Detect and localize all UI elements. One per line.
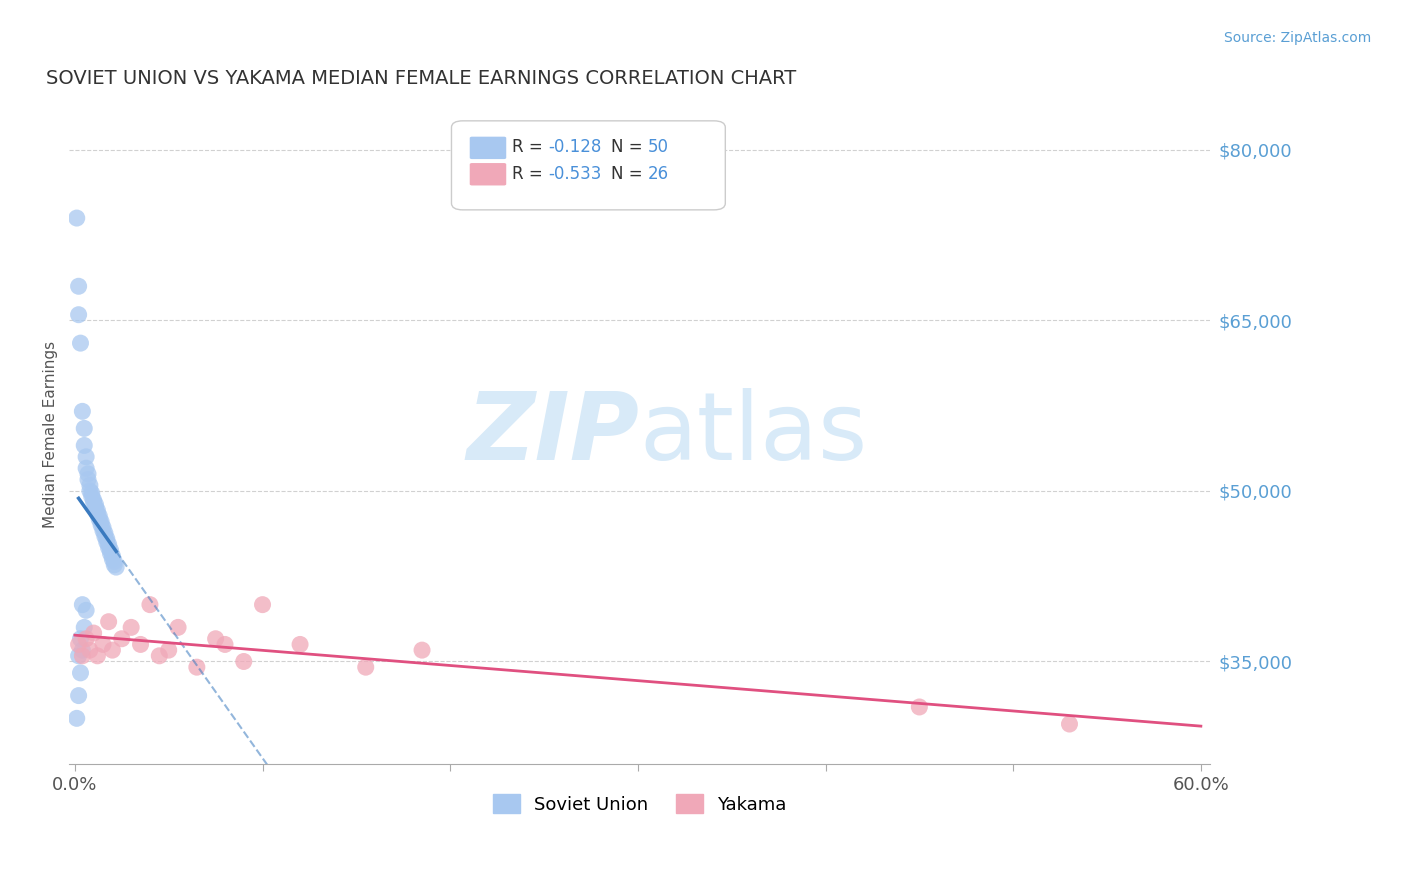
FancyBboxPatch shape	[470, 136, 506, 159]
Point	[75, 603, 97, 617]
Point	[75, 450, 97, 464]
Point	[72, 648, 94, 663]
Point	[411, 643, 433, 657]
Point	[94, 529, 117, 543]
Text: atlas: atlas	[640, 388, 868, 480]
Point	[157, 643, 180, 657]
Point	[83, 626, 105, 640]
Point	[72, 643, 94, 657]
Point	[103, 554, 125, 568]
Point	[67, 637, 90, 651]
Point	[77, 467, 100, 481]
Point	[69, 632, 91, 646]
Text: -0.128: -0.128	[548, 138, 602, 156]
Point	[83, 495, 105, 509]
Point	[67, 279, 90, 293]
Point	[100, 546, 122, 560]
Point	[83, 493, 105, 508]
Point	[91, 524, 114, 538]
Point	[72, 598, 94, 612]
Point	[86, 507, 108, 521]
Point	[354, 660, 377, 674]
Text: SOVIET UNION VS YAKAMA MEDIAN FEMALE EARNINGS CORRELATION CHART: SOVIET UNION VS YAKAMA MEDIAN FEMALE EAR…	[46, 69, 797, 87]
Point	[67, 689, 90, 703]
Point	[252, 598, 274, 612]
Point	[96, 535, 118, 549]
Point	[204, 632, 226, 646]
Point	[111, 632, 134, 646]
Point	[91, 637, 114, 651]
Point	[79, 478, 101, 492]
Point	[89, 508, 111, 523]
Point	[105, 560, 128, 574]
Point	[75, 632, 97, 646]
Legend: Soviet Union, Yakama: Soviet Union, Yakama	[485, 787, 794, 821]
Point	[167, 620, 190, 634]
Point	[73, 438, 96, 452]
Point	[75, 461, 97, 475]
FancyBboxPatch shape	[470, 163, 506, 186]
Point	[97, 541, 120, 555]
Point	[79, 483, 101, 498]
Text: ZIP: ZIP	[467, 388, 640, 480]
Point	[69, 665, 91, 680]
Point	[72, 404, 94, 418]
Point	[103, 558, 125, 572]
Point	[186, 660, 208, 674]
Point	[80, 486, 103, 500]
Point	[96, 532, 118, 546]
Y-axis label: Median Female Earnings: Median Female Earnings	[44, 341, 58, 528]
Point	[66, 711, 89, 725]
Text: Source: ZipAtlas.com: Source: ZipAtlas.com	[1223, 31, 1371, 45]
Text: N =: N =	[612, 165, 648, 183]
Point	[101, 552, 124, 566]
Point	[66, 211, 89, 225]
Point	[69, 336, 91, 351]
Point	[89, 512, 111, 526]
Point	[73, 421, 96, 435]
Text: R =: R =	[512, 138, 548, 156]
Point	[100, 543, 122, 558]
Point	[139, 598, 162, 612]
Text: N =: N =	[612, 138, 648, 156]
Point	[79, 643, 101, 657]
Point	[80, 490, 103, 504]
Point	[67, 308, 90, 322]
Text: 50: 50	[648, 138, 669, 156]
Point	[101, 549, 124, 563]
Text: R =: R =	[512, 165, 548, 183]
Point	[94, 526, 117, 541]
Point	[97, 615, 120, 629]
Point	[67, 648, 90, 663]
Point	[288, 637, 311, 651]
FancyBboxPatch shape	[451, 120, 725, 210]
Point	[73, 620, 96, 634]
Point	[91, 520, 114, 534]
Point	[1059, 717, 1081, 731]
Point	[97, 537, 120, 551]
Point	[232, 655, 254, 669]
Point	[84, 501, 107, 516]
Point	[120, 620, 142, 634]
Point	[86, 503, 108, 517]
Point	[148, 648, 170, 663]
Point	[908, 700, 931, 714]
Point	[77, 473, 100, 487]
Point	[90, 515, 112, 529]
Point	[84, 498, 107, 512]
Point	[90, 518, 112, 533]
Point	[101, 643, 124, 657]
Point	[214, 637, 236, 651]
Text: -0.533: -0.533	[548, 165, 602, 183]
Text: 26: 26	[648, 165, 669, 183]
Point	[129, 637, 152, 651]
Point	[86, 648, 108, 663]
